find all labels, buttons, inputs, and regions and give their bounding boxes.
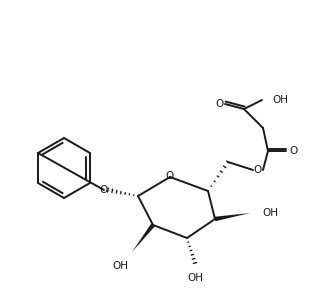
Text: OH: OH [112, 261, 128, 271]
Text: O: O [254, 165, 262, 175]
Text: O: O [166, 171, 174, 181]
Text: OH: OH [262, 208, 278, 218]
Text: O: O [216, 99, 224, 109]
Text: O: O [290, 146, 298, 156]
Text: O: O [100, 185, 108, 195]
Text: OH: OH [187, 273, 203, 283]
Polygon shape [132, 224, 155, 252]
Text: OH: OH [272, 95, 288, 105]
Polygon shape [215, 213, 250, 221]
